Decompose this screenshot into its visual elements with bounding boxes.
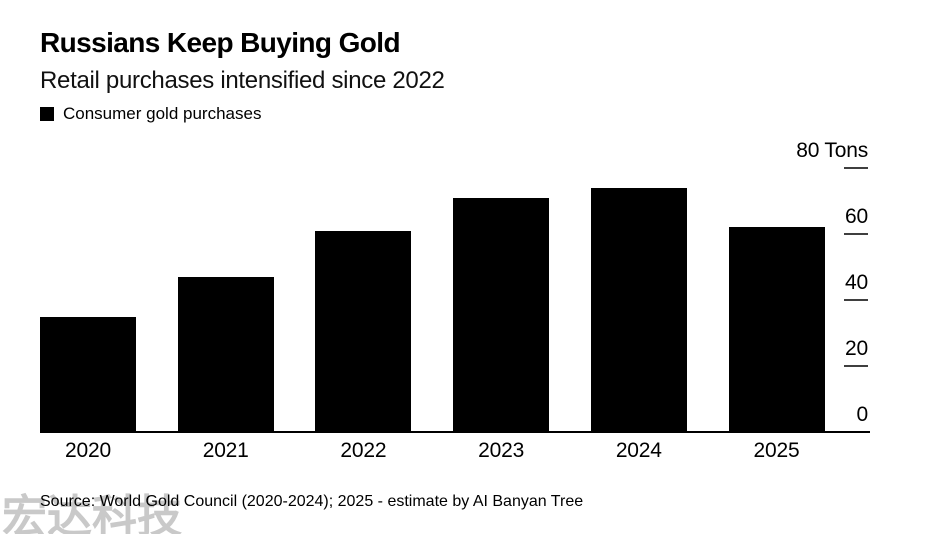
legend-swatch-icon [40,107,54,121]
y-axis-tick-60 [844,233,868,235]
bar-2020 [40,316,136,432]
bar-2021 [177,276,274,432]
y-axis-label-80: 80 Tons [796,139,868,162]
legend: Consumer gold purchases [40,104,262,123]
legend-label: Consumer gold purchases [63,104,262,123]
y-axis-label-40: 40 [845,271,868,294]
y-axis-tick-20 [844,365,868,367]
bar-2024 [590,187,687,432]
x-axis-label-2021: 2021 [202,439,249,462]
x-axis-label-2024: 2024 [615,439,662,462]
y-axis-tick-40 [844,299,868,301]
watermark-text: 宏达科技 [2,491,183,534]
chart-title: Russians Keep Buying Gold [40,27,401,58]
x-axis-label-2020: 2020 [65,439,111,462]
x-axis-label-2022: 2022 [340,439,387,462]
x-axis-line [40,431,870,433]
source-note: Source: World Gold Council (2020-2024); … [40,493,584,510]
y-axis-label-0: 0 [856,403,869,426]
chart-subtitle: Retail purchases intensified since 2022 [40,67,445,94]
bar-2023 [453,197,550,432]
x-axis-label-2025: 2025 [753,439,800,462]
bar-2025 [728,227,825,432]
y-axis-label-20: 20 [845,337,868,360]
y-axis-tick-80 [844,167,868,169]
bar-2022 [315,230,412,432]
x-axis-label-2023: 2023 [478,439,525,462]
y-axis-label-60: 60 [845,205,868,228]
